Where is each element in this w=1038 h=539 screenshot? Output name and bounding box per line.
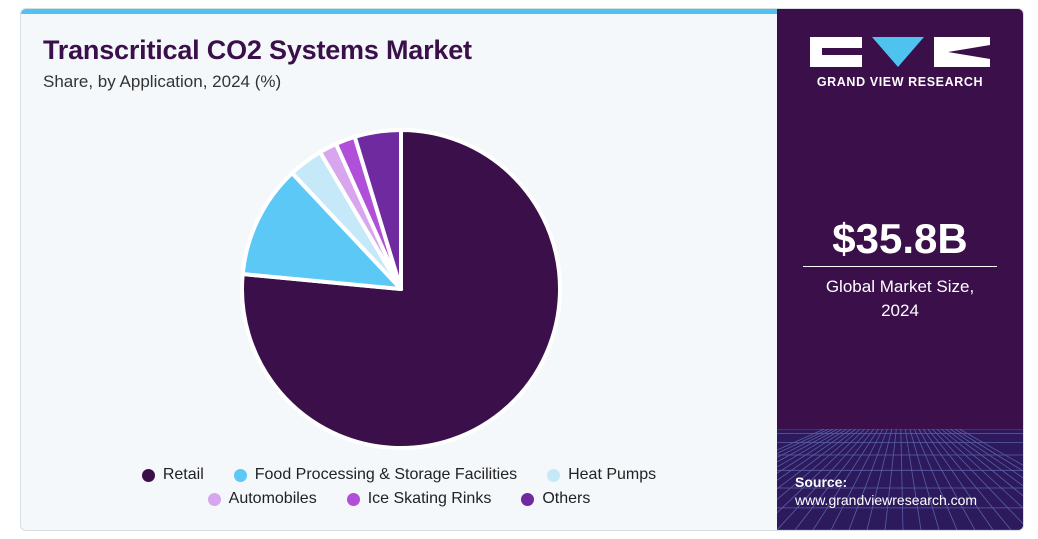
pie-chart [240,128,562,450]
legend-row-1: Retail Food Processing & Storage Facilit… [21,466,777,484]
legend-label-retail: Retail [162,466,204,483]
divider [803,266,997,267]
grid-line [777,429,843,468]
grid-line [777,429,834,458]
grid-line [950,429,1023,479]
grid-line [777,429,861,501]
legend-swatch-food-processing [233,468,247,482]
grid-line [918,429,976,530]
legend-item-food-processing: Food Processing & Storage Facilities [233,466,518,484]
grid-line [941,429,1023,497]
grid-line [812,429,879,530]
legend-item-automobiles: Automobiles [207,490,317,508]
grid-line [900,429,904,530]
grid-line [954,429,1023,472]
grid-line [936,429,1023,509]
grid-line [913,429,958,530]
grid-line [927,429,1012,530]
legend-item-others: Others [521,490,590,508]
grid-line [884,429,897,530]
legend-label-food-processing: Food Processing & Storage Facilities [254,466,518,483]
legend-label-automobiles: Automobiles [228,490,317,507]
grid-line [777,429,857,490]
pie-slice-food-processing-storage-facilities [240,171,403,291]
grid-line [866,429,893,530]
legend-swatch-retail [141,468,155,482]
chart-title: Transcritical CO2 Systems Market [43,35,472,65]
decorative-grid [777,429,1023,530]
market-size-value: $35.8B [832,215,968,262]
grid-line [777,429,825,451]
grand-view-research-logo [810,37,990,67]
brand-name: GRAND VIEW RESEARCH [816,75,984,89]
legend-item-ice-skating-rinks: Ice Skating Rinks [346,490,492,508]
grid-line [777,429,852,481]
legend-swatch-ice-skating-rinks [346,492,360,506]
grid-line [909,429,940,530]
source-url[interactable]: www.grandviewresearch.com [795,492,978,508]
legend-label-others: Others [542,490,591,507]
grid-line [777,429,866,514]
legend-label-heat-pumps: Heat Pumps [568,466,657,483]
grid-line [777,429,838,463]
grid-line [848,429,888,530]
legend-swatch-others [521,492,535,506]
grid-line [830,429,884,530]
legend-swatch-heat-pumps [547,468,561,482]
legend-swatch-automobiles [207,492,221,506]
chart-subtitle: Share, by Application, 2024 (%) [43,72,282,91]
chart-card: Transcritical CO2 Systems Market Share, … [20,8,1024,531]
grid-line [922,429,994,530]
grid-line [959,429,1023,466]
info-sidebar: GRAND VIEW RESEARCH $35.8B Global Market… [777,9,1023,530]
source-label: Source: [795,474,848,490]
grid-line [794,429,875,530]
grid-line [932,429,1023,525]
market-size-caption: Global Market Size, 2024 [825,277,975,320]
legend-item-retail: Retail [141,466,204,484]
pie-slice-others [352,128,403,291]
grid-line [777,429,848,474]
grid-line [945,429,1023,487]
legend-label-ice-skating-rinks: Ice Skating Rinks [367,490,492,507]
grid-line [777,429,829,454]
legend-item-heat-pumps: Heat Pumps [547,466,656,484]
grid-line [777,429,870,530]
grid-line [904,429,922,530]
legend-row-2: Automobiles Ice Skating Rinks Others [21,490,777,508]
accent-bar [21,9,777,14]
